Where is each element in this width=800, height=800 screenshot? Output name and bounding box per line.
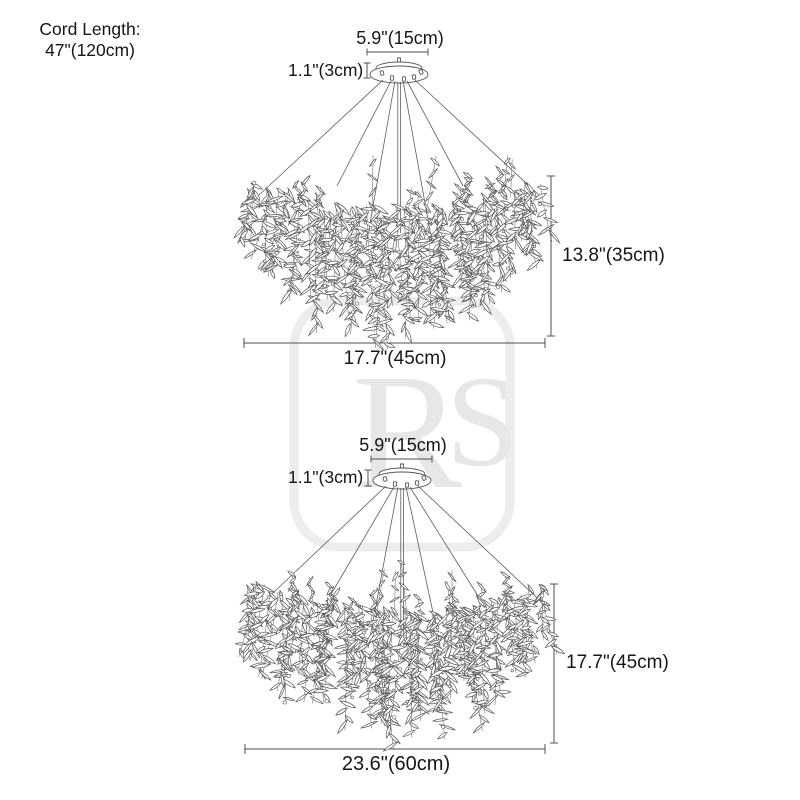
top-canopy-flange (369, 65, 429, 84)
top-fixture-height-label: 13.8"(35cm) (562, 245, 665, 266)
bottom-canopy-flange (372, 471, 432, 490)
watermark: RS (289, 296, 518, 552)
top-canopy-width-label: 5.9"(15cm) (356, 28, 444, 48)
top-canopy-width-dimline (366, 48, 429, 56)
top-chandelier-leaves (233, 155, 561, 351)
bottom-dimension-lines (244, 455, 558, 754)
bottom-canopy-pin (400, 463, 404, 469)
top-canopy-height-label: 1.1"(3cm) (288, 60, 364, 80)
bottom-fixture-width-dimline (244, 744, 546, 754)
bottom-canopy-width-dimline (370, 455, 433, 463)
cord-length-title: Cord Length: (39, 19, 141, 39)
bottom-canopy-height-label: 1.1"(3cm) (288, 467, 364, 487)
bottom-fixture-width-label: 23.6"(60cm) (341, 753, 451, 775)
cord-length-value: 47"(120cm) (45, 40, 135, 60)
top-fixture-height-dimline (547, 175, 555, 337)
top-canopy-height-dimline (363, 62, 371, 79)
top-fixture-width-dimline (243, 338, 546, 348)
top-dimension-lines (243, 48, 555, 348)
watermark-frame (289, 296, 515, 552)
top-fixture-width-label: 17.7"(45cm) (343, 348, 447, 369)
bottom-canopy-width-label: 5.9"(15cm) (359, 435, 447, 455)
top-canopy-drawing (369, 57, 429, 84)
bottom-canopy-height-dimline (364, 469, 372, 487)
bottom-canopy-screws (382, 475, 427, 488)
top-canopy-pin (397, 57, 401, 63)
cord-length-note: Cord Length: 47"(120cm) (26, 19, 154, 61)
bottom-chandelier-leaves (234, 556, 566, 752)
bottom-fixture-height-dimline (550, 583, 558, 744)
bottom-canopy-drawing (372, 463, 432, 490)
bottom-fixture-height-label: 17.7"(45cm) (566, 652, 669, 673)
bottom-cords (254, 485, 551, 649)
top-canopy-screws (379, 69, 424, 82)
